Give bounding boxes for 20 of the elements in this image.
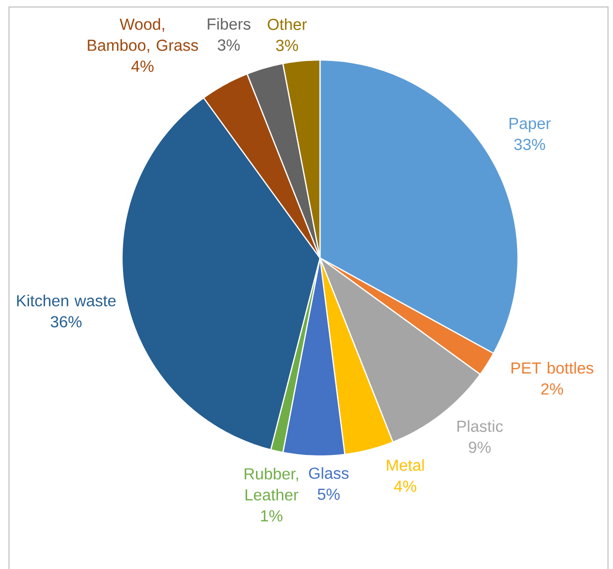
slice-label: Fibers (208, 18, 250, 30)
slice-label: Glass (309, 467, 349, 479)
data-label: 33% (514, 138, 546, 150)
data-label: 4% (394, 480, 416, 492)
data-label: 9% (468, 442, 491, 453)
data-label: 4% (131, 60, 154, 72)
slice-label: Wood, Bamboo, Grass (88, 18, 198, 53)
data-label: 5% (318, 488, 340, 500)
slice-label: Plastic (457, 420, 503, 432)
data-label: 2% (541, 383, 564, 395)
data-label: 3% (218, 39, 240, 51)
slice-label: Rubber, Leather (244, 468, 298, 501)
data-label: 36% (50, 316, 82, 328)
data-label: 1% (261, 510, 282, 522)
slice-label: Paper (510, 118, 551, 132)
slice-label: Kitchen waste (17, 294, 116, 306)
slice-label: PET bottles (512, 362, 594, 374)
slice-label: Metal (387, 459, 424, 471)
data-label: 3% (276, 40, 298, 52)
slice-label: Other (268, 18, 307, 30)
